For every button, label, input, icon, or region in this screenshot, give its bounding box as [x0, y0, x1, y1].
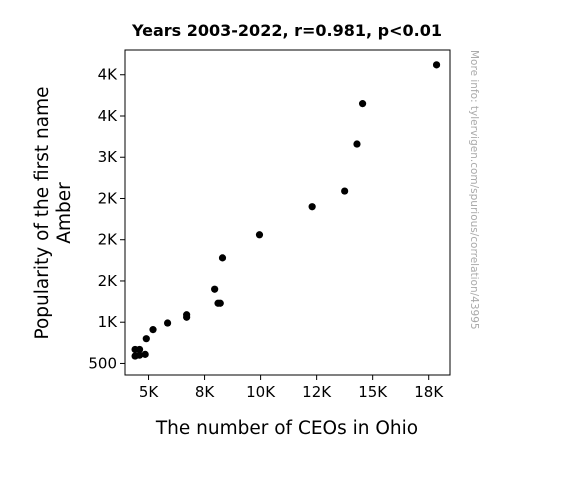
y-axis-label: Popularity of the first name Amber — [32, 86, 75, 339]
data-point — [358, 100, 367, 108]
plot-area — [124, 49, 451, 376]
y-tick-label: 2K — [98, 231, 119, 249]
data-point — [142, 335, 150, 343]
data-point — [353, 140, 361, 148]
watermark-text: More info: tylervigen.com/spurious/corre… — [468, 50, 480, 330]
data-point — [163, 319, 172, 327]
data-points — [131, 61, 441, 360]
data-point — [255, 231, 264, 239]
x-tick-label: 5K — [139, 383, 160, 401]
y-tick-label: 4K — [98, 66, 119, 84]
data-point — [308, 203, 316, 211]
y-axis-label-line-1: Popularity of the first name — [32, 86, 53, 339]
data-point — [214, 299, 222, 307]
data-point — [183, 313, 191, 321]
y-axis: 500 1K 2K 2K 2K 3K 4K 4K — [88, 66, 125, 372]
data-point — [131, 345, 139, 354]
x-tick-label: 10K — [246, 383, 276, 401]
x-tick-label: 8K — [195, 383, 216, 401]
x-tick-label: 18K — [414, 383, 444, 401]
y-tick-label: 500 — [88, 354, 117, 372]
y-tick-label: 3K — [98, 148, 119, 166]
data-point — [341, 187, 349, 195]
data-point — [211, 285, 219, 293]
y-tick-label: 2K — [98, 272, 119, 290]
y-axis-label-line-2: Amber — [54, 182, 75, 244]
data-point — [141, 350, 149, 358]
x-tick-label: 12K — [302, 383, 332, 401]
x-axis: 5K 8K 10K 12K 15K 18K — [139, 375, 444, 401]
y-tick-label: 1K — [98, 313, 119, 331]
chart-title: Years 2003-2022, r=0.981, p<0.01 — [131, 21, 442, 40]
data-point — [149, 326, 157, 334]
watermark: More info: tylervigen.com/spurious/corre… — [468, 50, 480, 330]
y-tick-label: 2K — [98, 189, 119, 207]
y-tick-label: 4K — [98, 107, 119, 125]
data-point — [131, 352, 139, 360]
data-point — [218, 254, 227, 262]
x-tick-label: 15K — [358, 383, 388, 401]
x-axis-label: The number of CEOs in Ohio — [155, 418, 418, 439]
data-point — [432, 61, 441, 69]
